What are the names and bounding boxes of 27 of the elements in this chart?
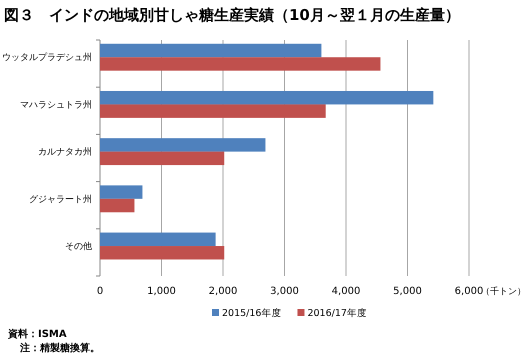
bar [100,57,380,71]
x-tick-label: 4,000 [332,286,360,297]
x-tick-label: 5,000 [393,286,422,297]
bar [100,246,224,260]
legend-label: 2015/16年度 [222,307,282,319]
y-tick-label: グジャラート州 [29,194,92,205]
legend-label: 2016/17年度 [307,307,367,319]
x-tick-label: 6,000 [454,286,484,297]
x-tick-label: 1,000 [147,286,176,297]
x-tick-label: 3,000 [270,286,299,297]
y-tick-label: ウッタルプラデシュ州 [2,52,92,64]
text: 資料：ISMA [7,328,67,340]
text: 注：精製糖換算。 [19,342,100,354]
y-tick-label: カルナタカ州 [38,146,92,158]
bar [100,232,216,246]
x-tick-label: 0 [96,286,104,297]
y-tick-label: マハラシュトラ州 [20,99,92,110]
y-tick-label: その他 [65,241,92,252]
bar [100,152,224,166]
bar [100,90,434,104]
bar [100,185,142,199]
bar [100,198,134,212]
chart-title: 図３ インドの地域別甘しゃ糖生産実績（10月～翌１月の生産量） [4,6,460,24]
bar [100,138,266,152]
x-tick-label: 2,000 [208,286,238,297]
bar [100,104,326,118]
bar [100,44,322,58]
